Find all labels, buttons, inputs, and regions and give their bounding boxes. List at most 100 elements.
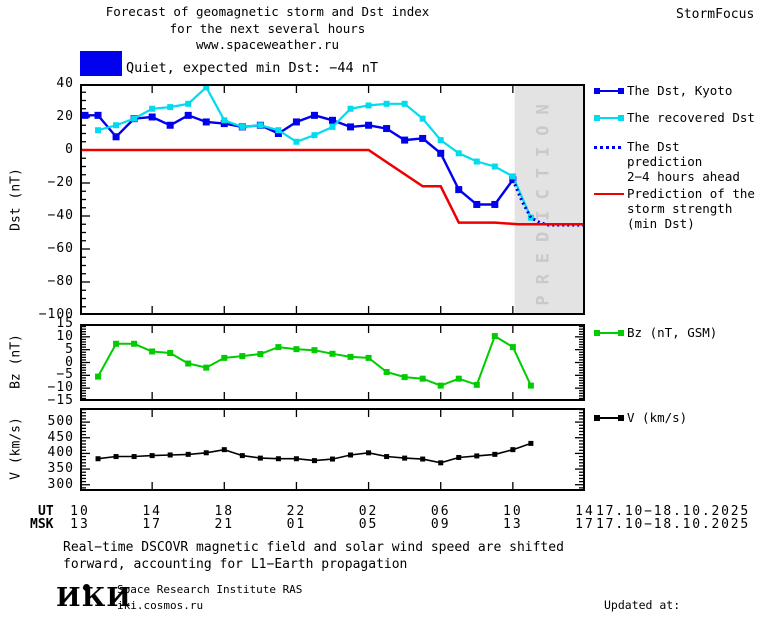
y-tick-label: 0 <box>65 142 74 157</box>
dst-axis-title: Dst (nT) <box>8 168 24 231</box>
y-tick-label: 400 <box>47 445 74 461</box>
storm-strength-line-swatch <box>594 189 624 201</box>
legend-label-line: The Dst prediction <box>627 139 703 169</box>
y-tick-label: 40 <box>56 76 74 91</box>
legend-marker <box>618 415 624 421</box>
recovered-dst-line-swatch <box>594 113 624 125</box>
legend-item-recovered-dst: The recovered Dst <box>594 110 755 125</box>
x-tick-label: 10 <box>70 504 90 519</box>
iki-logo-text: ИКИ <box>56 583 132 613</box>
legend-item-v: V (km/s) <box>594 410 687 425</box>
v-line-swatch <box>594 413 624 425</box>
legend-item-storm-strength: Prediction of the storm strength (min Ds… <box>594 186 755 231</box>
y-tick-label: 5 <box>65 341 74 357</box>
legend-label-storm-strength: Prediction of the storm strength (min Ds… <box>627 186 755 231</box>
iki-logo: ИКИ <box>56 583 132 613</box>
legend-marker <box>594 415 600 421</box>
y-tick-label: −20 <box>47 175 74 190</box>
institute-name: Space Research Institute RAS <box>117 583 303 596</box>
status-label: Quiet, expected min Dst: −44 nT <box>126 60 378 76</box>
x-tick-label: 06 <box>430 504 451 519</box>
legend-dotted-line <box>594 146 624 149</box>
x-tick-label: 14 <box>575 504 595 519</box>
x-tick-label: 14 <box>142 504 162 519</box>
legend-marker <box>594 115 600 121</box>
bz-line-swatch <box>594 328 624 340</box>
updated-block: Updated at: UT 10:05, 18.10.2025 MSK 13:… <box>604 565 756 620</box>
ut-date-range: 17.10−18.10.2025 <box>596 504 751 519</box>
x-tick-label: 05 <box>358 517 379 532</box>
y-tick-label: 20 <box>56 109 74 124</box>
legend-line <box>594 332 624 334</box>
legend-line <box>594 117 624 119</box>
y-tick-label: 450 <box>47 429 74 445</box>
series-storm-strength-prediction <box>80 148 585 226</box>
chart-panel-v <box>80 408 585 491</box>
title-url: www.spaceweather.ru <box>196 37 339 52</box>
x-tick-label: 09 <box>430 517 451 532</box>
x-tick-label: 17 <box>575 517 595 532</box>
dst-prediction-dotted-swatch <box>594 142 624 154</box>
msk-date-range: 17.10−18.10.2025 <box>596 517 751 532</box>
y-tick-label: −10 <box>47 380 74 396</box>
y-tick-label: −60 <box>47 241 74 256</box>
x-tick-label: 21 <box>214 517 235 532</box>
x-tick-label: 17 <box>142 517 162 532</box>
y-tick-label: −5 <box>56 367 74 383</box>
legend-label-line: Prediction of the <box>627 186 755 201</box>
legend-label-dst-kyoto: The Dst, Kyoto <box>627 83 733 98</box>
x-tick-label: 02 <box>358 504 379 519</box>
legend-line <box>594 417 624 419</box>
y-tick-label: 0 <box>65 354 74 370</box>
legend-label-line: storm strength <box>627 201 733 216</box>
legend-marker <box>618 330 624 336</box>
legend-label-v: V (km/s) <box>627 410 688 425</box>
msk-row-label: MSK <box>30 517 54 532</box>
legend-marker <box>618 88 624 94</box>
institute-block: Space Research Institute RAS iki.cosmos.… <box>117 582 302 614</box>
y-tick-label: −100 <box>38 307 74 322</box>
v-axis-title: V (km/s) <box>8 417 24 480</box>
legend-item-dst-prediction: The Dst prediction 2−4 hours ahead <box>594 139 760 184</box>
legend-label-bz: Bz (nT, GSM) <box>627 325 718 340</box>
prediction-zone-label: PREDICTION <box>534 93 554 305</box>
y-tick-label: 15 <box>56 316 74 331</box>
legend-item-dst-kyoto: The Dst, Kyoto <box>594 83 732 98</box>
legend-marker <box>618 115 624 121</box>
dst-kyoto-line-swatch <box>594 86 624 98</box>
x-tick-label: 10 <box>503 504 523 519</box>
y-tick-label: −15 <box>47 393 74 408</box>
legend-marker <box>594 88 600 94</box>
institute-url: iki.cosmos.ru <box>117 599 204 612</box>
x-tick-label: 01 <box>286 517 307 532</box>
y-tick-label: −40 <box>47 208 74 223</box>
chart-panel-bz <box>80 324 585 401</box>
page-title: Forecast of geomagnetic storm and Dst in… <box>0 4 535 54</box>
legend-label-line: 2−4 hours ahead <box>627 169 740 184</box>
legend-label-dst-prediction: The Dst prediction 2−4 hours ahead <box>627 139 760 184</box>
status-color-box <box>80 51 122 76</box>
legend-label-recovered-dst: The recovered Dst <box>627 110 755 125</box>
legend-line <box>594 90 624 92</box>
y-tick-label: 300 <box>47 476 74 492</box>
legend-item-bz: Bz (nT, GSM) <box>594 325 717 340</box>
footer-note-line-2: forward, accounting for L1−Earth propaga… <box>63 557 408 572</box>
title-line-1: Forecast of geomagnetic storm and Dst in… <box>105 4 430 19</box>
legend-line <box>594 193 624 195</box>
footer-note: Real−time DSCOVR magnetic field and sola… <box>63 539 564 573</box>
series-bz <box>97 334 532 387</box>
y-tick-label: 350 <box>47 461 74 477</box>
series-dst-kyoto <box>80 113 514 206</box>
chart-panel-dst: PREDICTION <box>80 84 585 315</box>
title-line-2: for the next several hours <box>169 20 366 36</box>
updated-heading: Updated at: <box>604 598 681 612</box>
y-tick-label: 500 <box>47 414 74 430</box>
x-tick-label: 13 <box>503 517 523 532</box>
logo-satellite-dot-icon <box>83 584 90 591</box>
footer-note-line-1: Real−time DSCOVR magnetic field and sola… <box>63 540 564 555</box>
y-tick-label: 10 <box>56 328 74 344</box>
y-tick-label: −80 <box>47 274 74 289</box>
legend-label-line: (min Dst) <box>627 216 695 231</box>
brand-stormfocus: StormFocus <box>676 7 755 22</box>
